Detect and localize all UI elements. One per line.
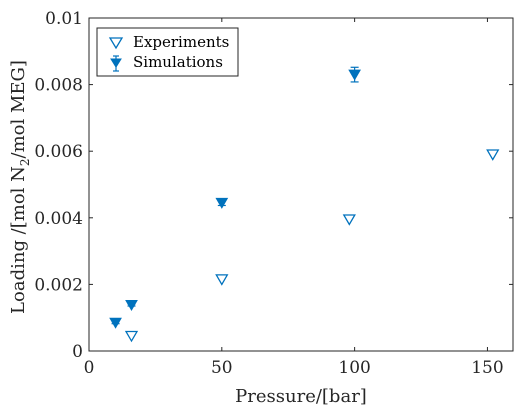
y-tick-label: 0.01 — [45, 9, 83, 29]
legend-marker-simulations — [110, 55, 122, 72]
experiment-point — [215, 274, 229, 286]
plot-frame — [88, 17, 514, 352]
simulation-point — [109, 317, 122, 329]
x-tick-label: 50 — [211, 358, 233, 378]
simulation-marker — [215, 197, 229, 209]
y-axis-label-main: Loading /[mol N — [8, 166, 29, 314]
legend: Experiments Simulations — [96, 27, 239, 77]
y-tick-label: 0.004 — [34, 209, 83, 229]
plot-area — [109, 66, 500, 343]
y-axis-label-tail: /mol MEG] — [8, 60, 29, 158]
y-tick-label: 0.006 — [34, 142, 83, 162]
legend-label-simulations: Simulations — [133, 53, 223, 71]
simulation-marker — [348, 69, 361, 81]
x-axis-label: Pressure/[bar] — [235, 386, 367, 407]
axes: 0 50 100 150 0 0.002 0.004 0.006 0.008 0.01 — [34, 9, 514, 378]
y-tick-label: 0.008 — [34, 76, 83, 96]
simulation-point — [215, 197, 229, 209]
simulation-point — [125, 300, 138, 312]
experiment-point — [124, 330, 139, 343]
simulation-marker — [109, 317, 122, 329]
y-axis-label: Loading /[mol N2/mol MEG] — [8, 60, 32, 314]
x-tick-label: 100 — [338, 358, 370, 378]
x-tick-label: 0 — [84, 358, 95, 378]
simulation-point — [348, 66, 361, 83]
experiment-point — [486, 149, 500, 161]
simulation-marker — [125, 300, 138, 312]
y-tick-label: 0 — [72, 342, 83, 362]
legend-box — [96, 27, 239, 77]
experiment-point — [342, 214, 356, 226]
legend-marker-experiments — [108, 37, 124, 50]
legend-label-experiments: Experiments — [133, 33, 229, 51]
y-tick-label: 0.002 — [34, 275, 83, 295]
y-axis-label-subscript: 2 — [18, 158, 32, 166]
x-tick-label: 150 — [471, 358, 503, 378]
